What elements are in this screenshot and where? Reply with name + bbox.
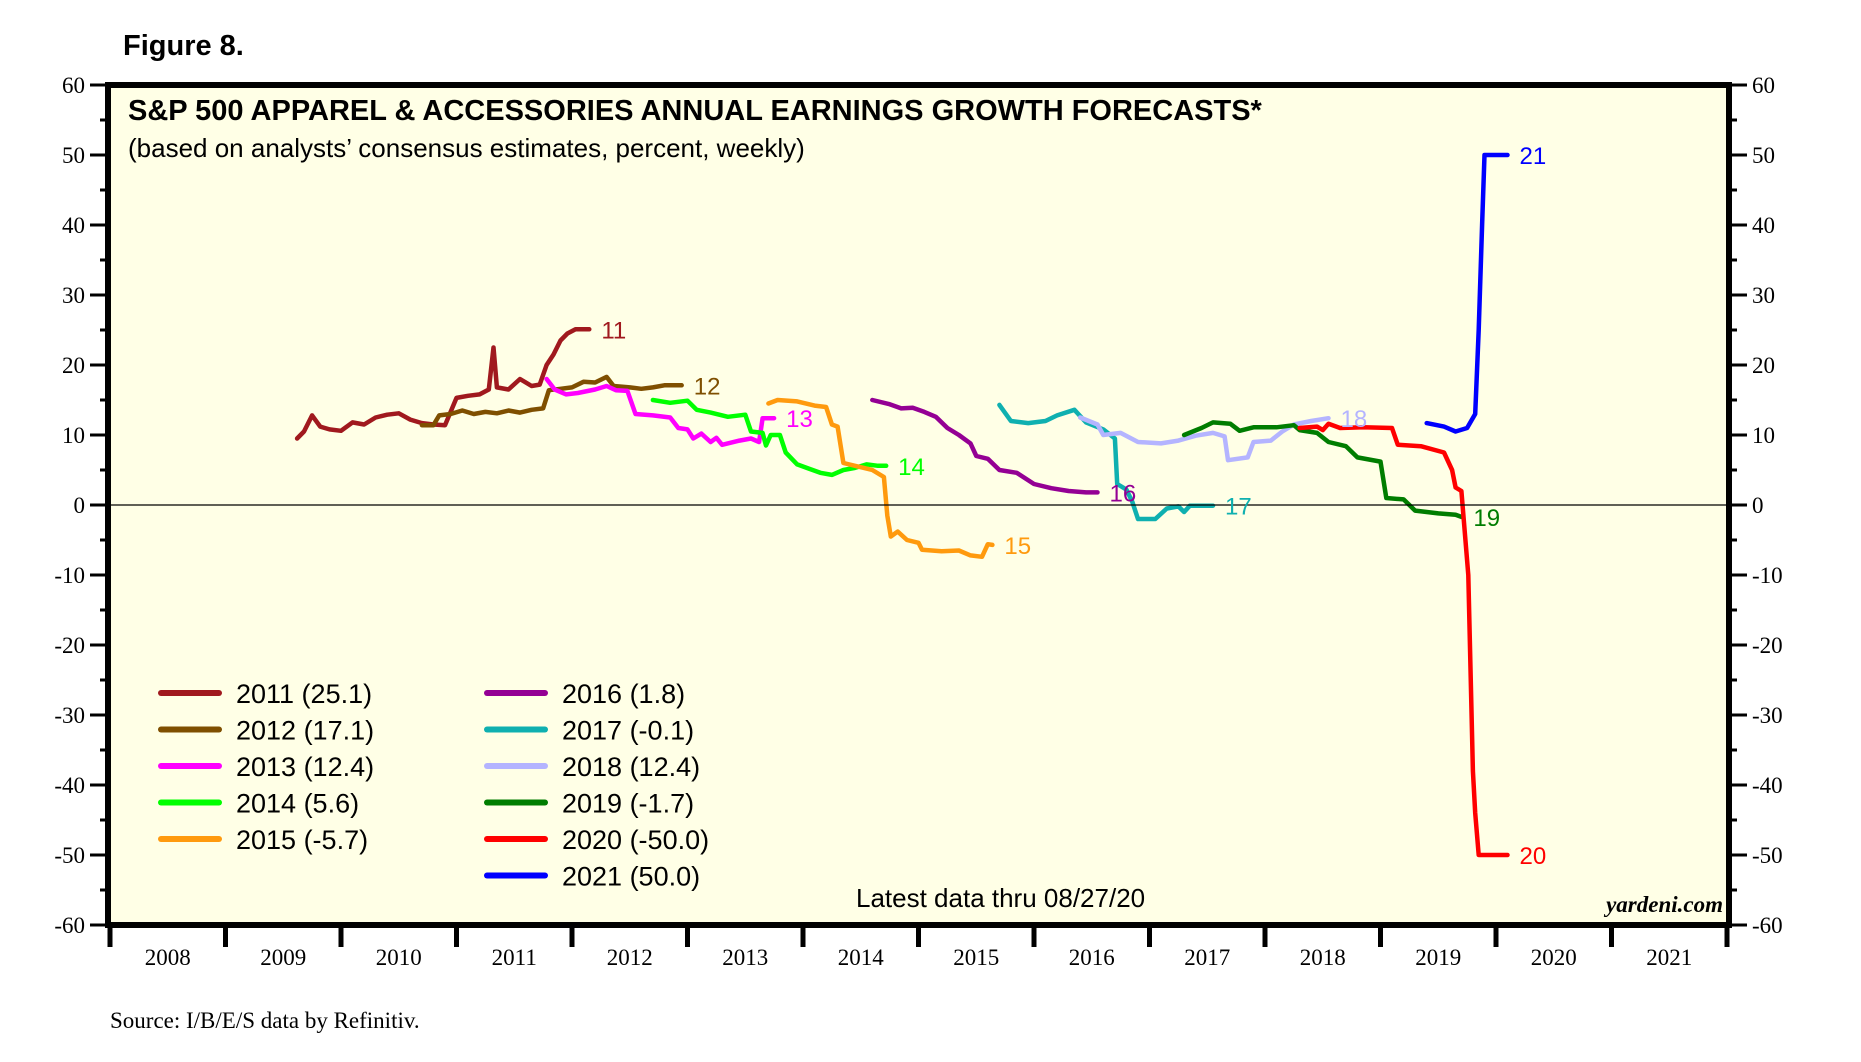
- x-tick-label: 2014: [838, 945, 885, 970]
- y-tick-label-right: 20: [1752, 353, 1775, 378]
- x-tick-label: 2016: [1069, 945, 1115, 970]
- series-line-2018: [1077, 415, 1331, 463]
- x-tick-label: 2019: [1415, 945, 1461, 970]
- y-axis-right: 60 50 40 30 20 10 0 -10 -20 -30 -40 -50 -60: [1727, 73, 1783, 938]
- y-tick-label-right: -10: [1752, 563, 1783, 588]
- chart-subtitle: (based on analysts’ consensus estimates,…: [128, 133, 805, 163]
- y-tick-label-left: 30: [62, 283, 85, 308]
- legend: 2011 (25.1) 2012 (17.1) 2013 (12.4) 2014 (5…: [158, 679, 709, 892]
- x-tick-label: 2020: [1531, 945, 1577, 970]
- x-tick-label: 2015: [953, 945, 999, 970]
- series-line-2017: [997, 402, 1216, 522]
- y-tick-label-left: -60: [54, 913, 85, 938]
- x-tick-label: 2011: [492, 945, 537, 970]
- series-line-2016: [870, 397, 1100, 495]
- end-label-2014: 14: [898, 454, 925, 481]
- y-tick-label-left: 0: [74, 493, 86, 518]
- end-label-2016: 16: [1110, 480, 1137, 507]
- series-line-2021: [1424, 152, 1510, 434]
- x-tick-label: 2012: [607, 945, 653, 970]
- end-label-2012: 12: [694, 373, 721, 400]
- legend-label-2018: 2018 (12.4): [562, 752, 700, 782]
- y-tick-label-right: 50: [1752, 143, 1775, 168]
- x-tick-label: 2009: [260, 945, 306, 970]
- legend-label-2019: 2019 (-1.7): [562, 789, 694, 819]
- legend-label-2020: 2020 (-50.0): [562, 825, 709, 855]
- legend-label-2013: 2013 (12.4): [236, 752, 374, 782]
- legend-label-2015: 2015 (-5.7): [236, 825, 368, 855]
- end-labels: 11 12 13 14 15 16 17 18 19 20 21: [601, 143, 1546, 870]
- y-tick-label-right: 10: [1752, 423, 1775, 448]
- series-line-2013: [544, 376, 777, 448]
- series-line-2012: [419, 374, 684, 428]
- y-tick-label-right: 0: [1752, 493, 1764, 518]
- x-tick-label: 2013: [722, 945, 768, 970]
- y-tick-label-left: 40: [62, 213, 85, 238]
- y-tick-label-right: 60: [1752, 73, 1775, 98]
- y-tick-label-left: -40: [54, 773, 85, 798]
- latest-data-note: Latest data thru 08/27/20: [856, 883, 1145, 913]
- legend-label-2012: 2012 (17.1): [236, 716, 374, 746]
- x-tick-label: 2017: [1184, 945, 1230, 970]
- end-label-2015: 15: [1004, 533, 1031, 560]
- end-label-2019: 19: [1473, 505, 1500, 532]
- series-layer: [294, 152, 1510, 858]
- x-tick-label: 2008: [145, 945, 191, 970]
- series-line-2019: [1181, 420, 1464, 520]
- y-tick-label-right: 30: [1752, 283, 1775, 308]
- end-label-2021: 21: [1520, 143, 1547, 170]
- x-axis: 2008 2009 2010 2011 2012 2013 2014 2015 2016 2017…: [107, 925, 1730, 970]
- legend-label-2017: 2017 (-0.1): [562, 716, 694, 746]
- y-tick-label-left: -50: [54, 843, 85, 868]
- y-tick-label-right: -30: [1752, 703, 1783, 728]
- figure-label: Figure 8.: [123, 30, 244, 62]
- y-tick-label-left: -30: [54, 703, 85, 728]
- y-tick-label-left: 50: [62, 143, 85, 168]
- end-label-2020: 20: [1520, 843, 1547, 870]
- legend-label-2011: 2011 (25.1): [236, 679, 372, 709]
- series-line-2015: [766, 397, 995, 560]
- legend-label-2016: 2016 (1.8): [562, 679, 685, 709]
- y-tick-label-right: -20: [1752, 633, 1783, 658]
- legend-label-2021: 2021 (50.0): [562, 862, 700, 892]
- y-tick-label-right: -40: [1752, 773, 1783, 798]
- legend-label-2014: 2014 (5.6): [236, 789, 359, 819]
- series-line-2014: [650, 397, 889, 478]
- series-line-2020: [1297, 421, 1510, 858]
- end-label-2018: 18: [1341, 406, 1368, 433]
- brand-label: yardeni.com: [1603, 892, 1723, 917]
- y-tick-label-left: 60: [62, 73, 85, 98]
- y-tick-label-left: 20: [62, 353, 85, 378]
- y-tick-label-left: -10: [54, 563, 85, 588]
- chart-title: S&P 500 APPAREL & ACCESSORIES ANNUAL EAR…: [128, 95, 1263, 127]
- x-tick-label: 2010: [376, 945, 422, 970]
- end-label-2017: 17: [1225, 494, 1252, 521]
- y-tick-label-left: 10: [62, 423, 85, 448]
- y-tick-label-left: -20: [54, 633, 85, 658]
- y-axis-left: 60 50 40 30 20 10 0 -10 -20 -30 -40 -50 -60: [54, 73, 110, 938]
- series-line-2011: [294, 327, 592, 441]
- y-tick-label-right: -50: [1752, 843, 1783, 868]
- y-tick-label-right: -60: [1752, 913, 1783, 938]
- x-tick-label: 2018: [1300, 945, 1346, 970]
- x-tick-label: 2021: [1646, 945, 1692, 970]
- source-note: Source: I/B/E/S data by Refinitiv.: [110, 1008, 420, 1033]
- end-label-2011: 11: [601, 317, 626, 344]
- y-tick-label-right: 40: [1752, 213, 1775, 238]
- end-label-2013: 13: [786, 406, 813, 433]
